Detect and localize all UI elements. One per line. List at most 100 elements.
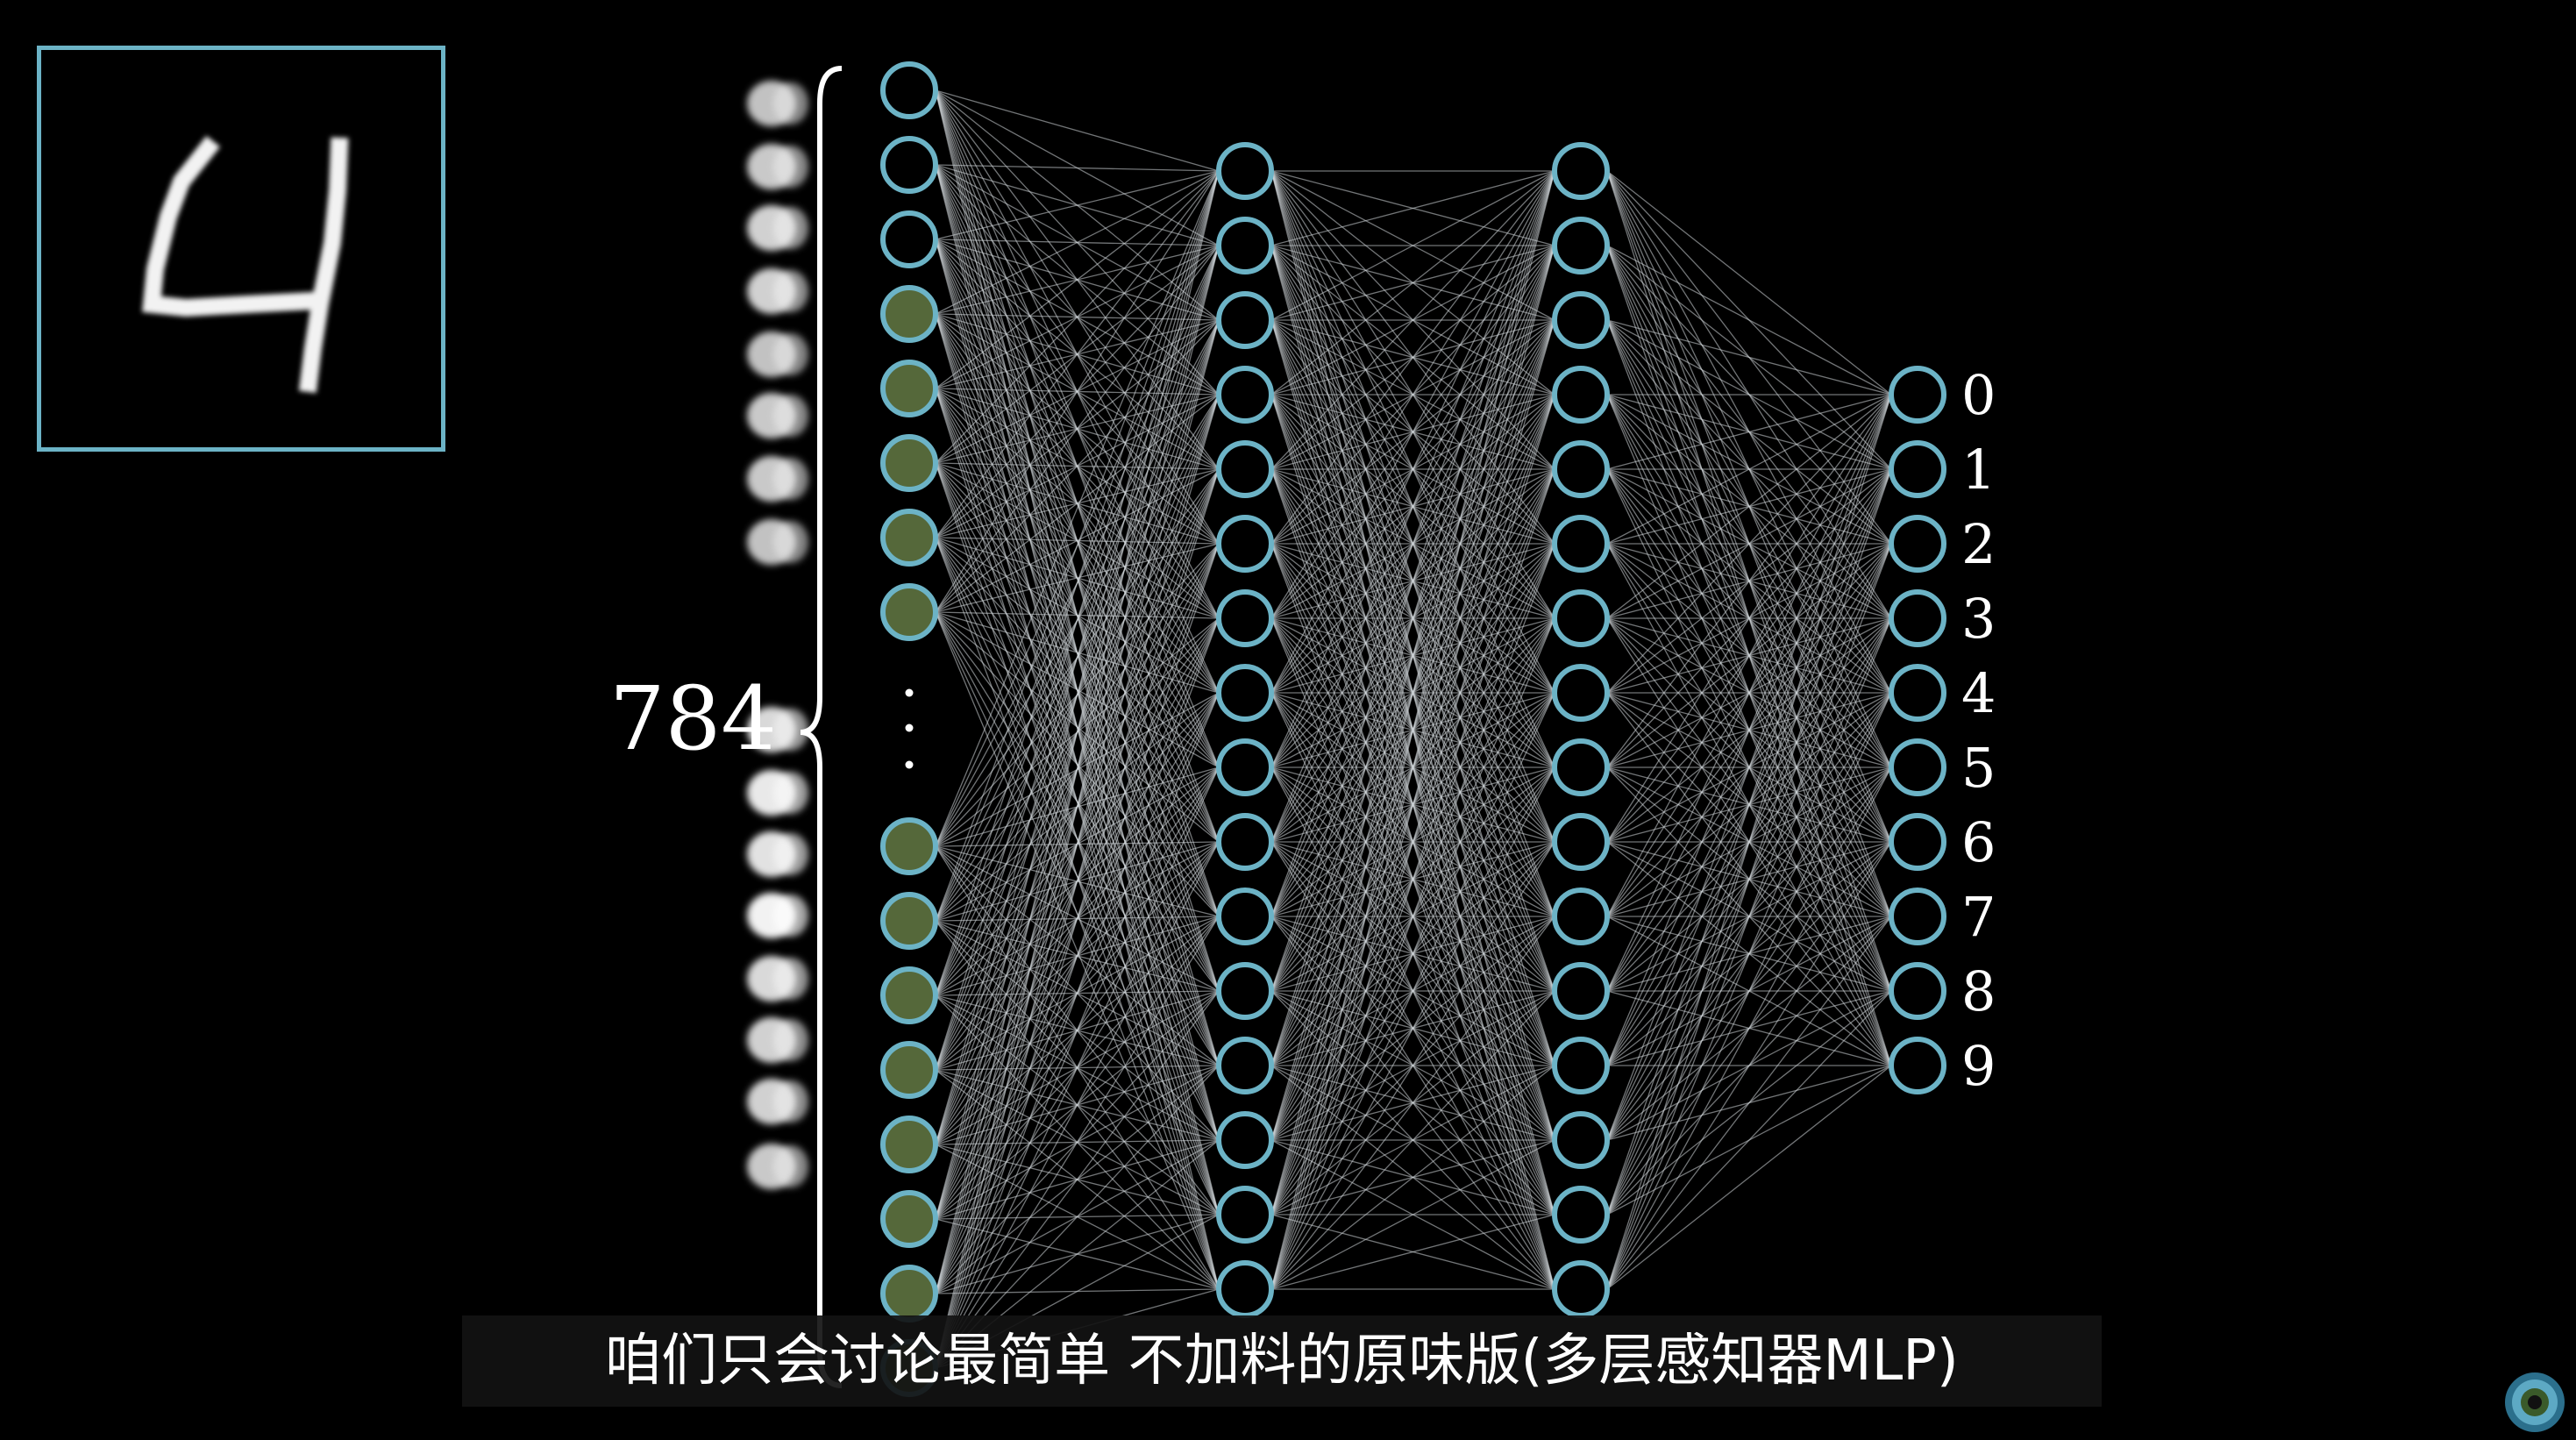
connection-line xyxy=(935,170,1220,1294)
connection-line xyxy=(1606,916,1892,1290)
connection-line xyxy=(1270,1139,1555,1290)
input-pixel-glow xyxy=(773,458,808,500)
output-label-8: 8 xyxy=(1961,959,1996,1023)
hidden-neuron xyxy=(1216,664,1274,722)
hidden-neuron xyxy=(1216,813,1274,871)
connection-line xyxy=(935,611,1220,1066)
connection-line xyxy=(1606,394,1892,1066)
input-neuron xyxy=(880,210,938,268)
hidden-neuron xyxy=(1552,291,1610,349)
hidden-neuron xyxy=(1552,142,1610,200)
input-neuron xyxy=(880,892,938,950)
subtitle-caption: 咱们只会讨论最简单 不加料的原味版(多层感知器MLP) xyxy=(462,1315,2102,1407)
output-label-2: 2 xyxy=(1961,512,1996,576)
output-neuron xyxy=(1889,888,1946,945)
connection-line xyxy=(935,990,1220,1369)
hidden-neuron xyxy=(1216,440,1274,498)
hidden-neuron xyxy=(1216,1037,1274,1094)
hidden-neuron xyxy=(1552,738,1610,796)
connection-line xyxy=(935,170,1220,922)
connection-line xyxy=(1270,990,1555,1290)
hidden-neuron xyxy=(1216,142,1274,200)
connection-line xyxy=(1606,394,1892,917)
connection-line xyxy=(935,611,1220,917)
hidden-neuron xyxy=(1552,1037,1610,1094)
output-label-7: 7 xyxy=(1961,885,1996,949)
output-label-9: 9 xyxy=(1961,1034,1996,1098)
hidden-neuron xyxy=(1552,664,1610,722)
output-neuron xyxy=(1889,1037,1946,1094)
input-pixel-glow xyxy=(773,772,808,814)
input-neuron xyxy=(880,434,938,492)
connection-line xyxy=(1270,245,1555,1290)
connection-line xyxy=(1606,245,1892,396)
connection-line xyxy=(1606,170,1892,396)
connection-line xyxy=(935,543,1220,1369)
hidden-neuron xyxy=(1552,366,1610,424)
input-count-label: 784 xyxy=(609,667,777,770)
output-label-4: 4 xyxy=(1961,661,1996,725)
input-pixel-glow xyxy=(773,895,808,937)
connection-line xyxy=(1270,170,1555,470)
connection-line xyxy=(1606,394,1892,470)
output-neuron xyxy=(1889,664,1946,722)
hidden-neuron xyxy=(1216,366,1274,424)
connection-line xyxy=(935,916,1220,1369)
connection-line xyxy=(1270,766,1555,1290)
input-neuron xyxy=(880,583,938,641)
connection-line xyxy=(935,170,1220,1369)
connection-line xyxy=(1270,170,1555,917)
connection-line xyxy=(1270,170,1555,768)
hidden-neuron xyxy=(1552,515,1610,573)
connection-line xyxy=(1270,170,1555,992)
connection-line xyxy=(1606,394,1892,1290)
connection-line xyxy=(1270,543,1555,1290)
input-pixel-glow xyxy=(773,833,808,875)
connection-line xyxy=(935,170,1220,847)
input-pixel-glow xyxy=(773,709,808,751)
hidden-neuron xyxy=(1216,1260,1274,1318)
hidden-neuron xyxy=(1552,962,1610,1020)
connection-line xyxy=(1606,692,1892,1290)
output-neuron xyxy=(1889,366,1946,424)
connection-line xyxy=(1270,170,1555,619)
connection-line xyxy=(1270,170,1555,1290)
connection-line xyxy=(935,766,1220,1369)
connection-line xyxy=(1606,394,1892,619)
input-digit-image xyxy=(37,46,445,452)
input-pixel-glow xyxy=(773,521,808,563)
connection-line xyxy=(935,170,1220,389)
hidden-neuron xyxy=(1216,589,1274,647)
connection-line xyxy=(1606,468,1892,1290)
connection-line xyxy=(935,170,1220,1220)
connection-line xyxy=(935,164,1220,172)
connection-line xyxy=(935,170,1220,1145)
connection-line xyxy=(935,89,1220,172)
connection-line xyxy=(1606,394,1892,1215)
hidden-neuron xyxy=(1552,813,1610,871)
connection-line xyxy=(935,617,1220,1369)
connection-line xyxy=(1606,394,1892,992)
hidden-neuron xyxy=(1552,888,1610,945)
connection-line xyxy=(935,692,1220,1369)
hidden-neuron xyxy=(1552,589,1610,647)
connection-line xyxy=(935,245,1220,1369)
hidden-neuron xyxy=(1216,1111,1274,1169)
hidden-neuron xyxy=(1216,291,1274,349)
connection-line xyxy=(1270,1214,1555,1290)
output-label-0: 0 xyxy=(1961,363,1996,427)
connection-line xyxy=(1270,170,1555,843)
input-pixel-column xyxy=(747,81,808,1189)
input-neuron xyxy=(880,509,938,567)
input-pixel-glow xyxy=(773,82,808,125)
input-pixel-glow xyxy=(773,1019,808,1061)
output-neuron xyxy=(1889,738,1946,796)
connection-line xyxy=(1606,394,1892,768)
neuron-nodes xyxy=(880,61,1946,1397)
connection-line xyxy=(1606,394,1892,694)
connection-line xyxy=(1606,394,1892,843)
connection-line xyxy=(935,319,1220,1369)
output-neuron xyxy=(1889,813,1946,871)
connection-line xyxy=(1270,916,1555,1290)
